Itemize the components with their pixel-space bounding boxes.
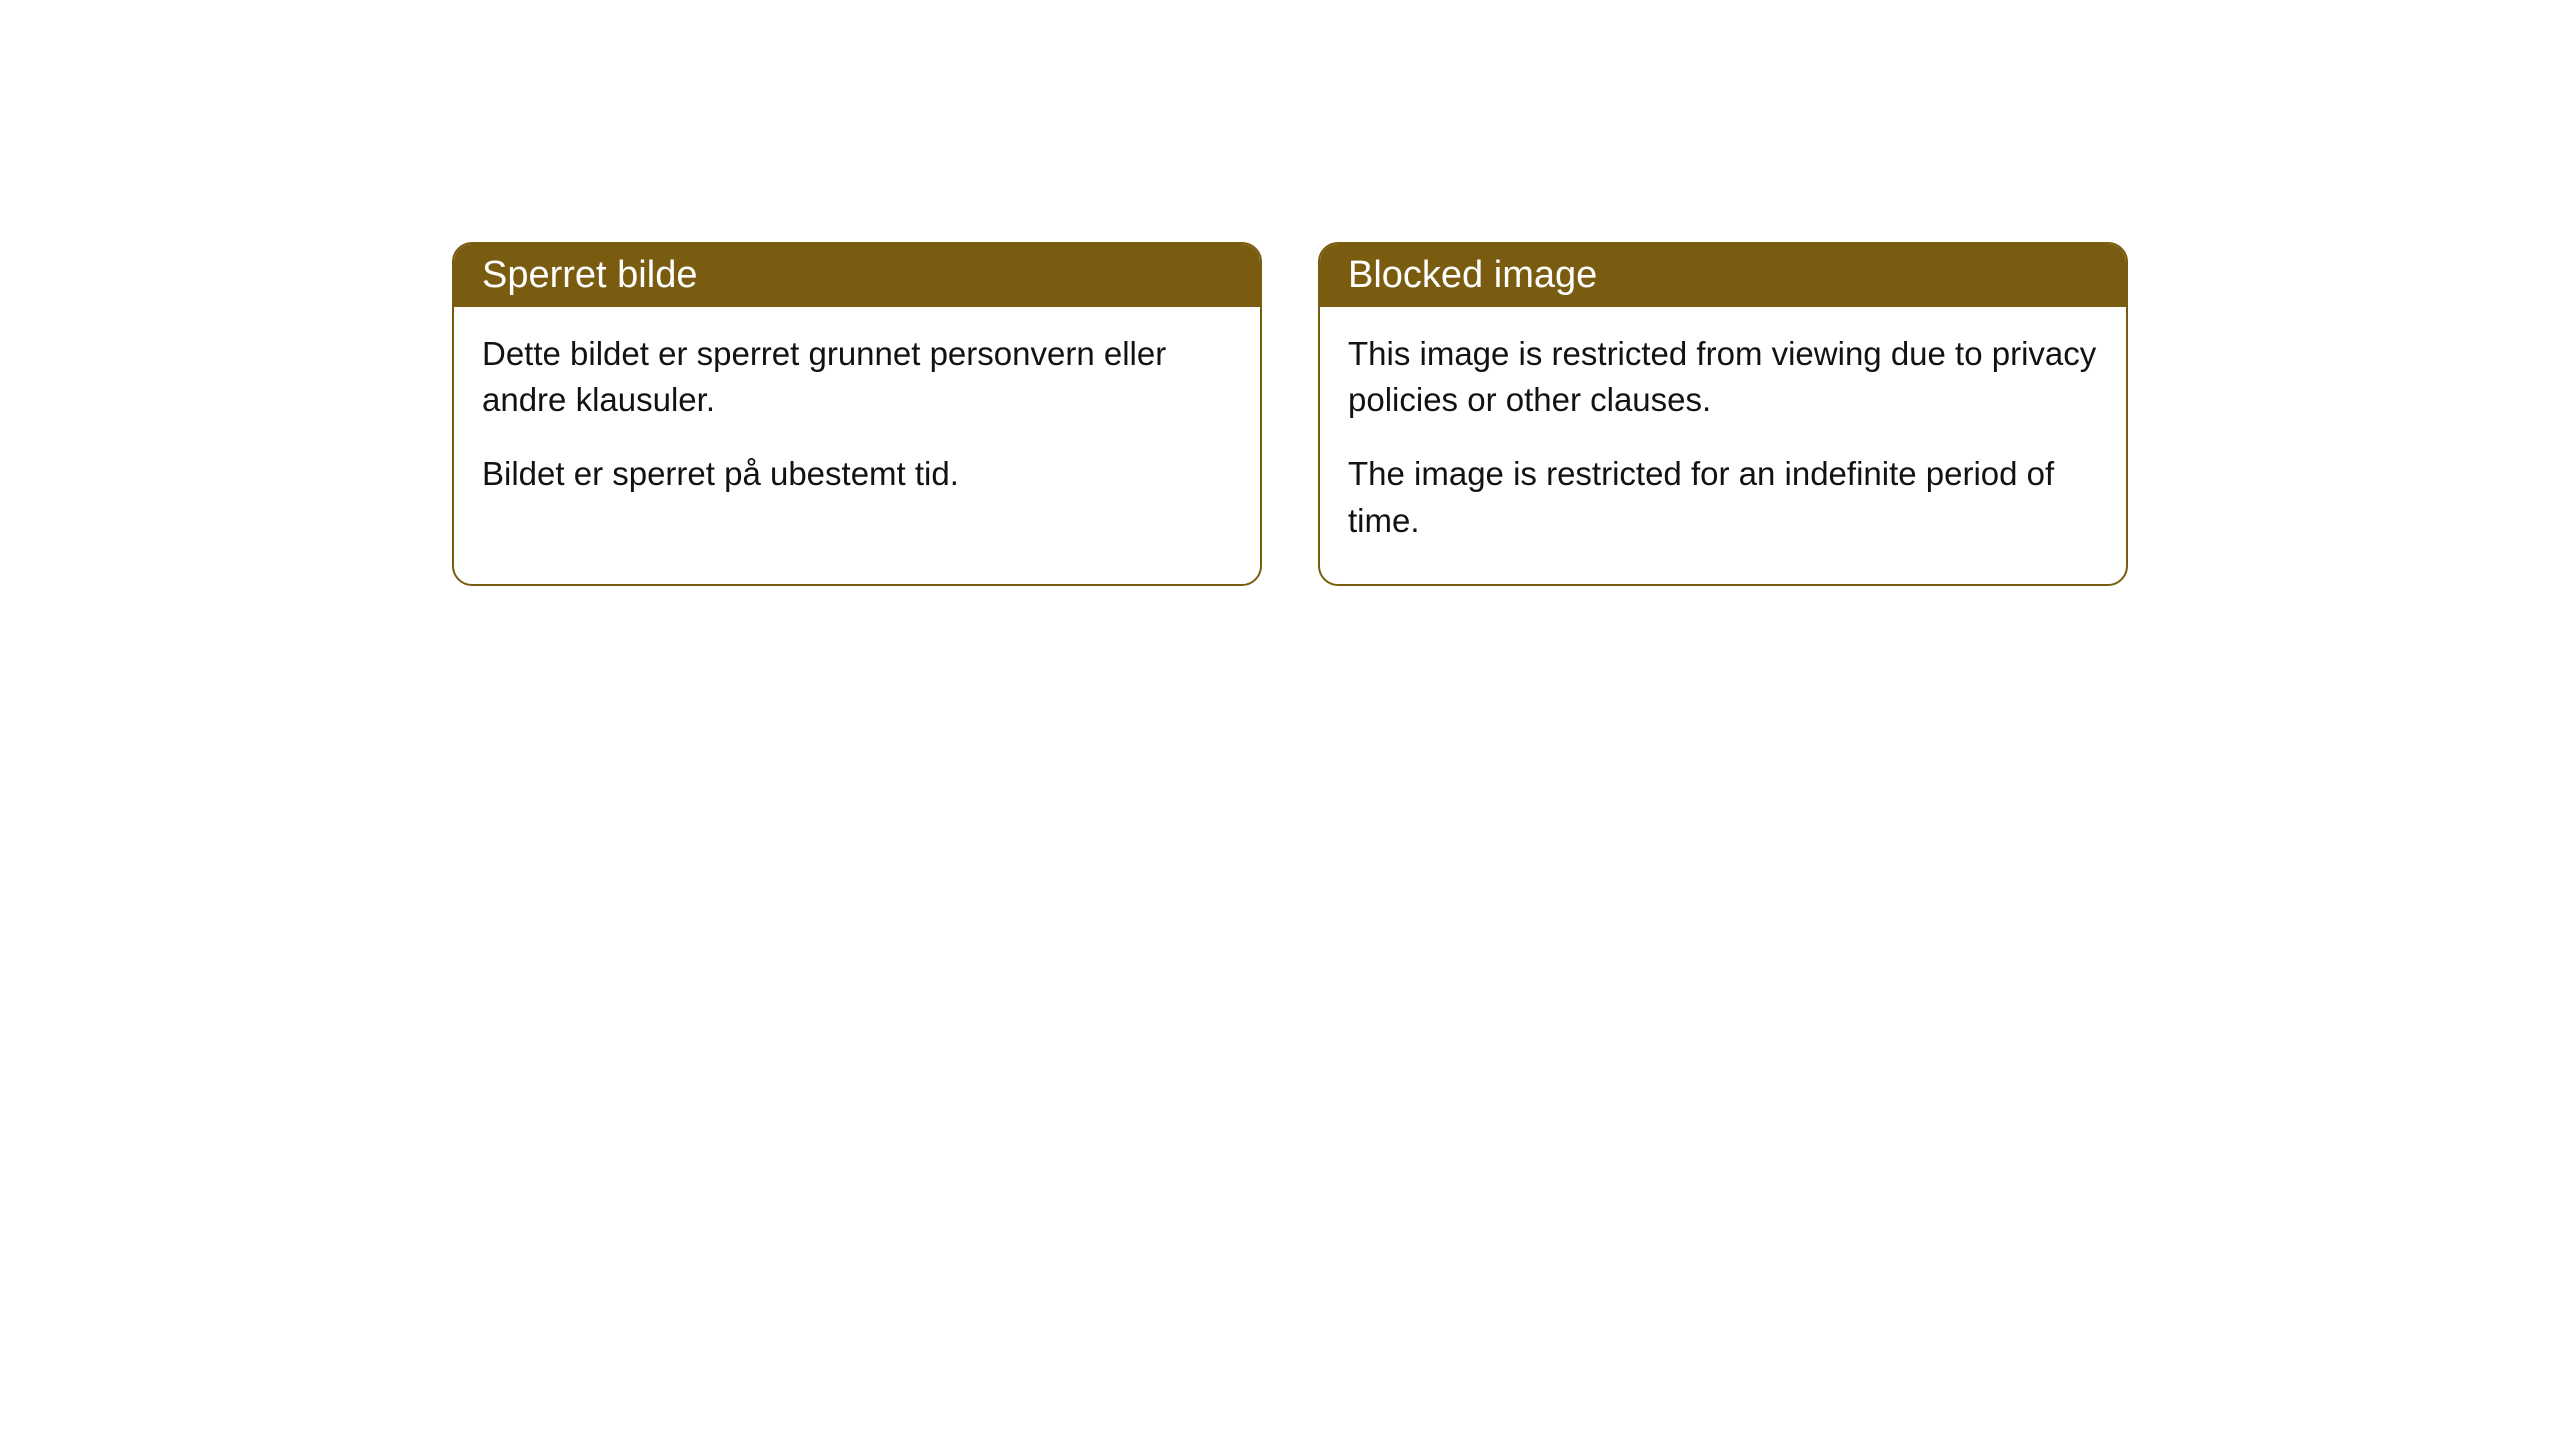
notice-card-container: Sperret bilde Dette bildet er sperret gr… bbox=[452, 242, 2560, 586]
card-body: This image is restricted from viewing du… bbox=[1320, 307, 2126, 584]
notice-card-english: Blocked image This image is restricted f… bbox=[1318, 242, 2128, 586]
notice-card-norwegian: Sperret bilde Dette bildet er sperret gr… bbox=[452, 242, 1262, 586]
card-header: Blocked image bbox=[1320, 244, 2126, 307]
card-paragraph: Bildet er sperret på ubestemt tid. bbox=[482, 451, 1232, 497]
card-paragraph: This image is restricted from viewing du… bbox=[1348, 331, 2098, 423]
card-body: Dette bildet er sperret grunnet personve… bbox=[454, 307, 1260, 538]
card-paragraph: Dette bildet er sperret grunnet personve… bbox=[482, 331, 1232, 423]
card-header: Sperret bilde bbox=[454, 244, 1260, 307]
card-paragraph: The image is restricted for an indefinit… bbox=[1348, 451, 2098, 543]
